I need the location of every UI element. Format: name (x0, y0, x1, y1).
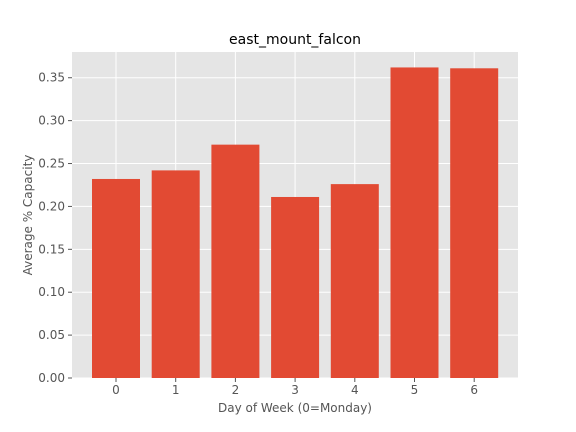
x-axis-ticks: 0 1 2 3 4 5 6 (112, 378, 478, 397)
x-tick-label: 2 (232, 383, 240, 397)
y-tick-label: 0.10 (38, 285, 65, 299)
y-tick-label: 0.20 (38, 199, 65, 213)
chart-title: east_mount_falcon (229, 32, 361, 48)
bar-5 (390, 67, 439, 378)
bar-0 (92, 178, 140, 378)
y-axis-label: Average % Capacity (21, 155, 35, 276)
bar-3 (271, 196, 320, 378)
x-tick-label: 1 (172, 383, 180, 397)
y-tick-label: 0.30 (38, 114, 65, 128)
bar-1 (151, 170, 200, 378)
bar-4 (330, 184, 379, 378)
y-tick-label: 0.35 (38, 71, 65, 85)
y-tick-label: 0.00 (38, 371, 65, 385)
x-axis-label: Day of Week (0=Monday) (218, 401, 372, 415)
x-tick-label: 4 (351, 383, 359, 397)
x-tick-label: 5 (411, 383, 419, 397)
bars (92, 67, 499, 379)
y-tick-label: 0.05 (38, 328, 65, 342)
x-tick-label: 0 (112, 383, 120, 397)
y-axis-ticks: 0.00 0.05 0.10 0.15 0.20 0.25 0.30 0.35 (38, 71, 72, 385)
x-tick-label: 3 (291, 383, 299, 397)
bar-6 (450, 68, 499, 379)
y-tick-label: 0.25 (38, 157, 65, 171)
x-tick-label: 6 (470, 383, 478, 397)
bar-2 (211, 144, 260, 378)
y-tick-label: 0.15 (38, 242, 65, 256)
